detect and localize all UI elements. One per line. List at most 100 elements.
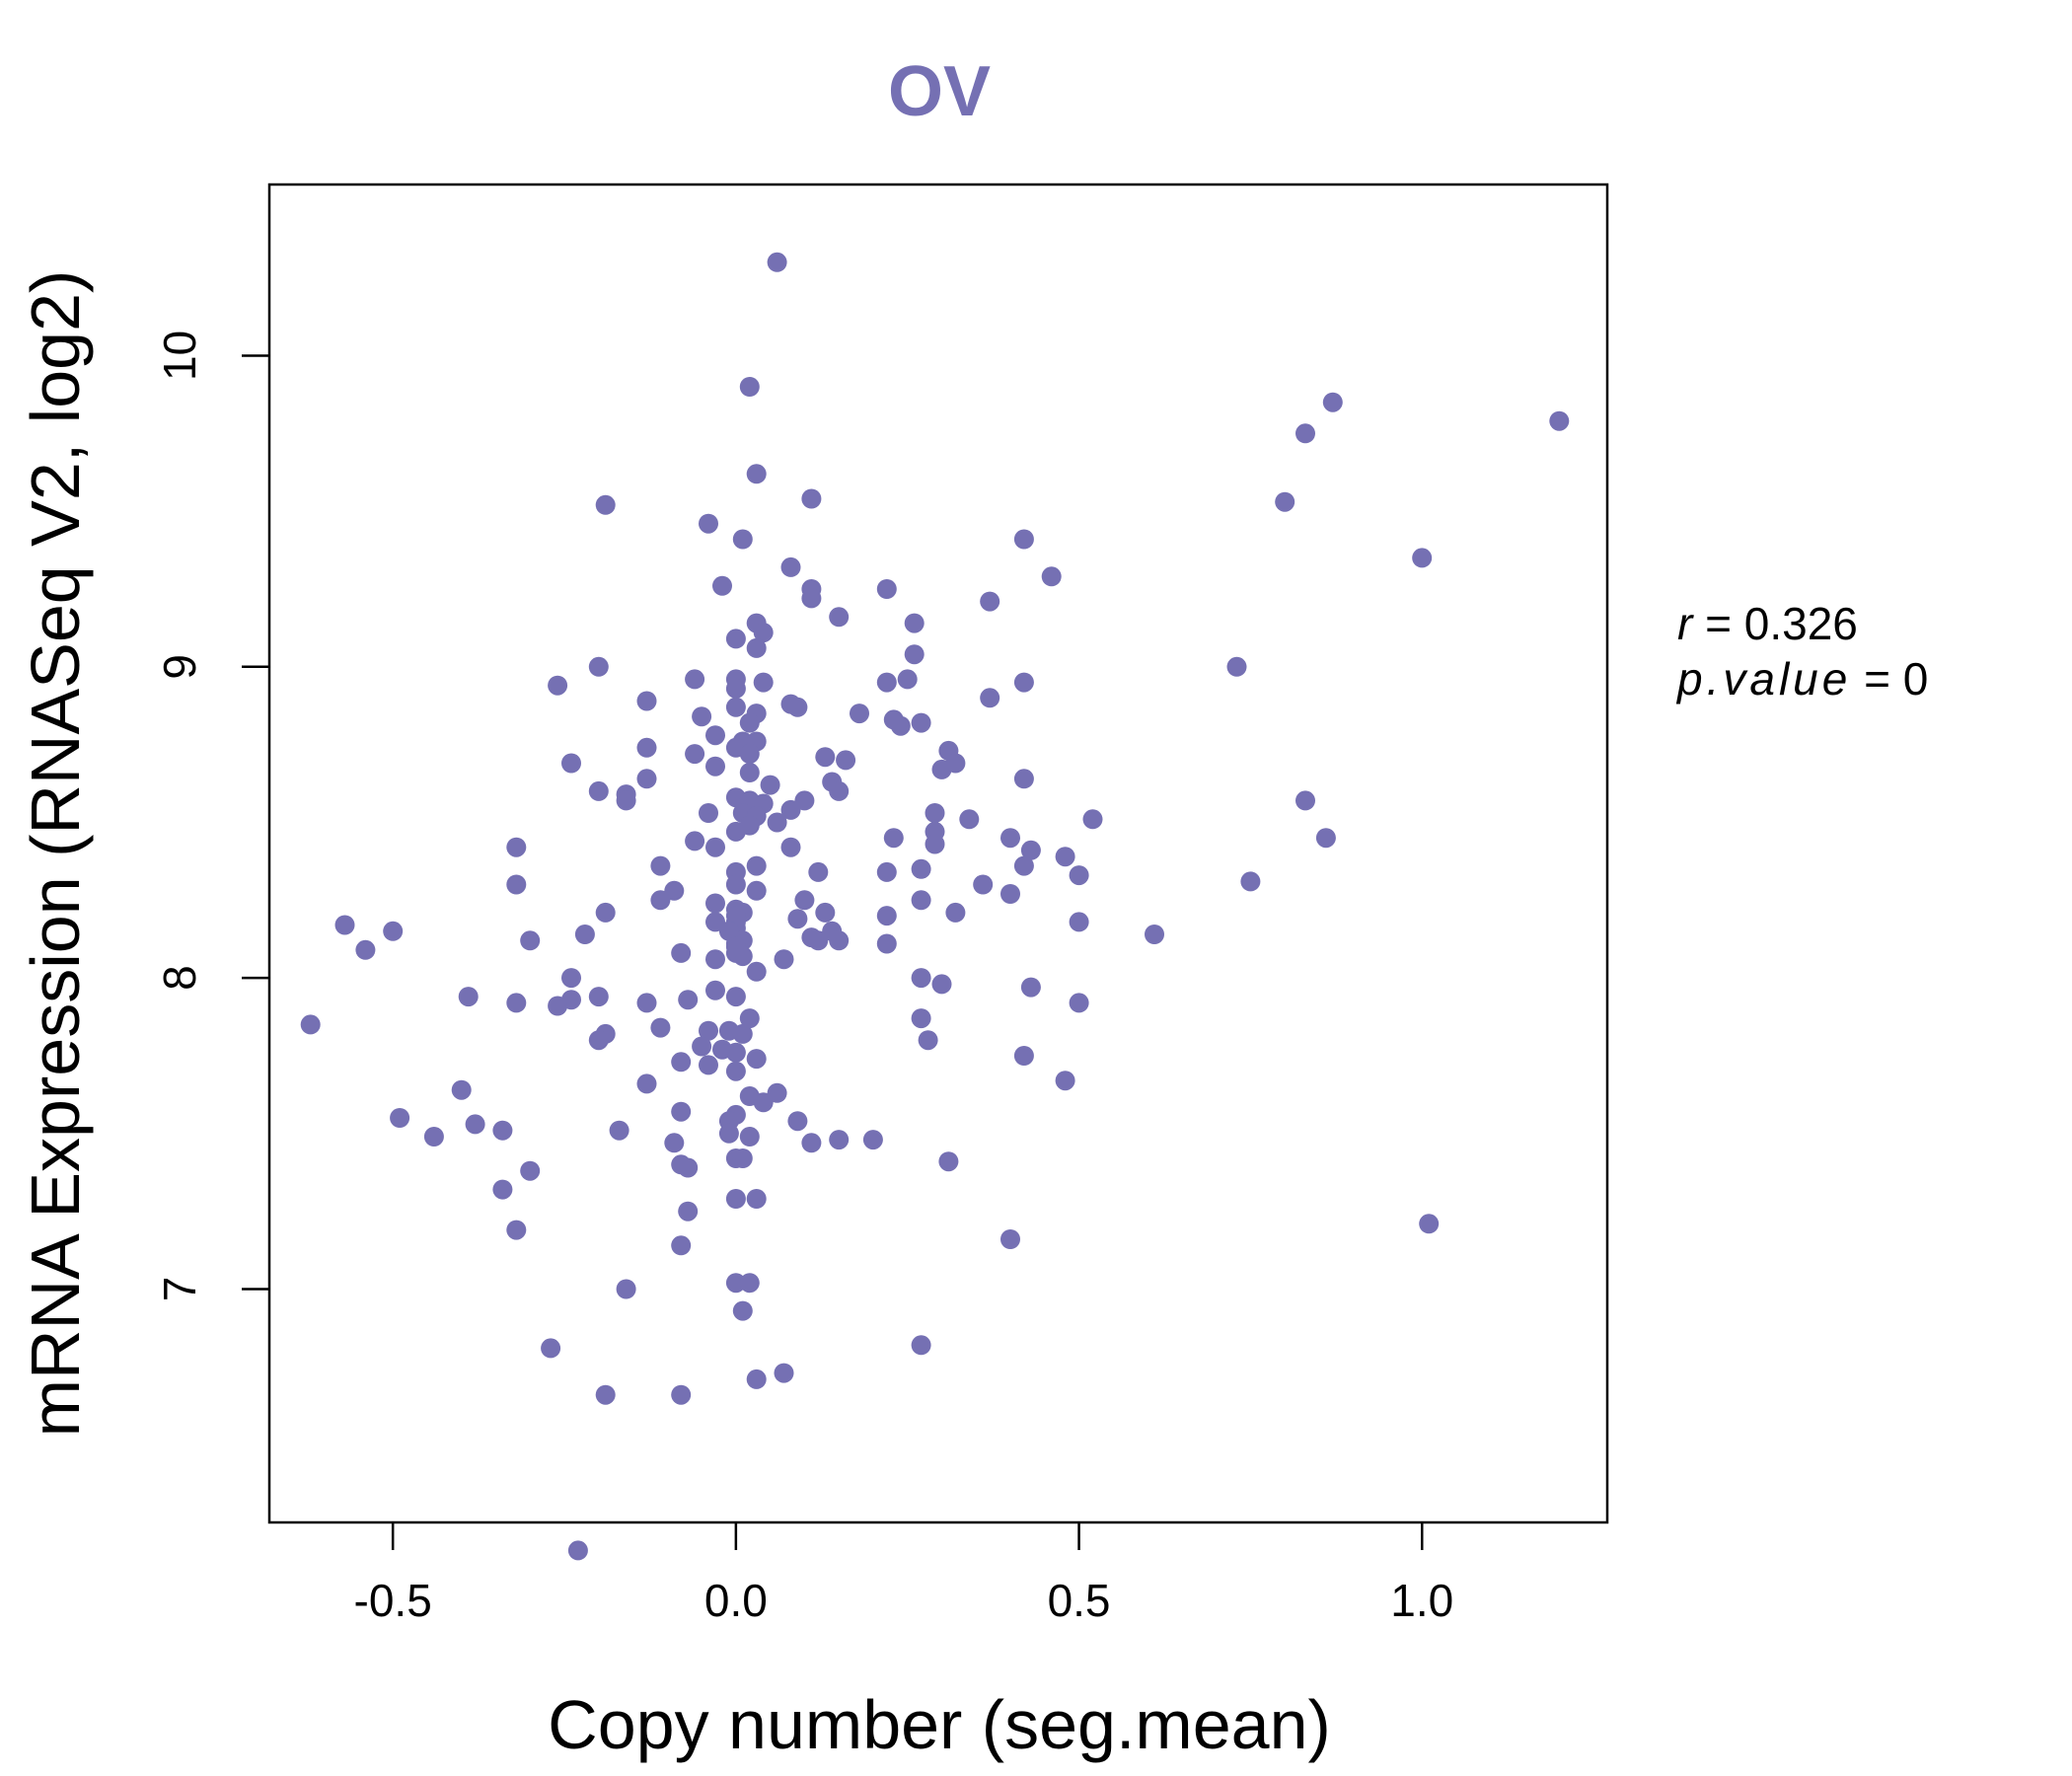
y-tick-label: 8	[154, 965, 205, 991]
data-point-193	[506, 1220, 527, 1240]
data-point-175	[609, 1120, 629, 1141]
data-point-174	[492, 1120, 513, 1141]
data-point-127	[774, 949, 794, 970]
data-point-51	[739, 763, 760, 782]
data-point-21	[753, 672, 774, 693]
data-point-8	[712, 575, 732, 596]
data-point-32	[692, 706, 712, 727]
data-point-141	[506, 993, 527, 1013]
data-point-211	[1275, 491, 1295, 512]
data-point-119	[829, 930, 850, 951]
data-point-173	[465, 1114, 485, 1135]
x-tick-label: 0.0	[704, 1575, 768, 1626]
data-point-220	[1013, 672, 1034, 693]
data-point-207	[567, 1540, 588, 1561]
data-point-98	[1000, 884, 1020, 904]
data-point-108	[876, 906, 897, 926]
data-point-189	[492, 1179, 513, 1200]
data-point-130	[561, 968, 581, 989]
data-point-201	[541, 1338, 561, 1359]
data-point-50	[705, 756, 725, 777]
data-point-91	[1069, 865, 1089, 886]
data-point-90	[911, 858, 931, 879]
data-point-3	[801, 488, 822, 509]
x-axis: -0.5 0.0 0.5 1.0	[354, 1522, 1453, 1626]
data-point-22	[725, 678, 746, 699]
data-point-125	[671, 942, 692, 963]
data-point-36	[890, 715, 911, 736]
data-point-139	[678, 990, 699, 1010]
data-point-17	[904, 613, 925, 633]
data-point-133	[1020, 977, 1041, 998]
data-point-19	[588, 656, 609, 677]
y-tick-label: 10	[154, 331, 205, 381]
data-point-219	[980, 591, 1000, 612]
data-point-148	[699, 1020, 718, 1041]
data-point-6	[732, 529, 753, 550]
data-point-79	[705, 837, 725, 857]
data-point-30	[725, 697, 746, 717]
data-point-140	[636, 993, 657, 1013]
data-point-29	[787, 697, 808, 717]
r-value: 0.326	[1744, 598, 1858, 649]
data-point-93	[973, 874, 994, 895]
p-stat: p.value = 0	[1675, 653, 1928, 704]
data-point-44	[739, 744, 760, 765]
data-point-196	[671, 1235, 692, 1256]
data-point-160	[699, 1055, 718, 1075]
data-point-76	[1000, 828, 1020, 849]
data-point-177	[739, 1127, 760, 1147]
data-point-45	[815, 747, 836, 768]
data-point-134	[705, 980, 725, 1000]
data-point-162	[1055, 1071, 1075, 1091]
data-point-156	[725, 1042, 746, 1063]
chart-title: OV	[888, 52, 991, 131]
data-point-1	[739, 377, 760, 397]
data-point-52	[931, 759, 952, 779]
data-point-218	[1041, 566, 1062, 587]
data-point-37	[911, 712, 931, 733]
data-point-43	[685, 744, 705, 765]
data-point-94	[506, 874, 527, 895]
data-point-131	[911, 968, 931, 989]
data-point-215	[1315, 828, 1336, 849]
y-axis: 7 8 9 10	[154, 331, 269, 1301]
data-point-7	[780, 556, 801, 577]
data-point-213	[1226, 656, 1247, 677]
data-point-176	[718, 1123, 739, 1144]
data-point-132	[931, 974, 952, 995]
data-point-121	[876, 933, 897, 954]
data-point-116	[1145, 925, 1164, 944]
data-point-142	[548, 996, 568, 1016]
data-point-199	[616, 1279, 636, 1299]
data-point-24	[548, 675, 568, 696]
data-point-203	[774, 1363, 794, 1383]
data-point-154	[692, 1036, 712, 1057]
data-point-182	[664, 1133, 685, 1153]
data-point-105	[815, 902, 836, 923]
data-point-150	[732, 1023, 753, 1044]
data-point-92	[650, 855, 671, 876]
data-point-192	[678, 1201, 699, 1221]
data-point-87	[1013, 855, 1034, 876]
data-point-146	[911, 1008, 931, 1029]
data-point-102	[705, 893, 725, 914]
data-point-178	[423, 1127, 444, 1147]
data-point-135	[458, 987, 479, 1007]
data-point-227	[725, 936, 746, 957]
data-point-204	[746, 1369, 767, 1389]
data-point-97	[746, 880, 767, 901]
data-point-83	[506, 837, 527, 857]
data-point-74	[725, 821, 746, 842]
data-point-136	[588, 987, 609, 1007]
data-point-190	[725, 1189, 746, 1209]
data-point-0	[767, 252, 787, 272]
data-point-113	[334, 915, 355, 935]
data-point-161	[725, 1061, 746, 1081]
data-point-110	[1069, 912, 1089, 932]
data-point-84	[1055, 847, 1075, 867]
data-point-212	[1412, 548, 1433, 568]
data-point-153	[918, 1030, 938, 1051]
data-point-2	[746, 464, 767, 484]
points-layer	[300, 252, 1570, 1561]
